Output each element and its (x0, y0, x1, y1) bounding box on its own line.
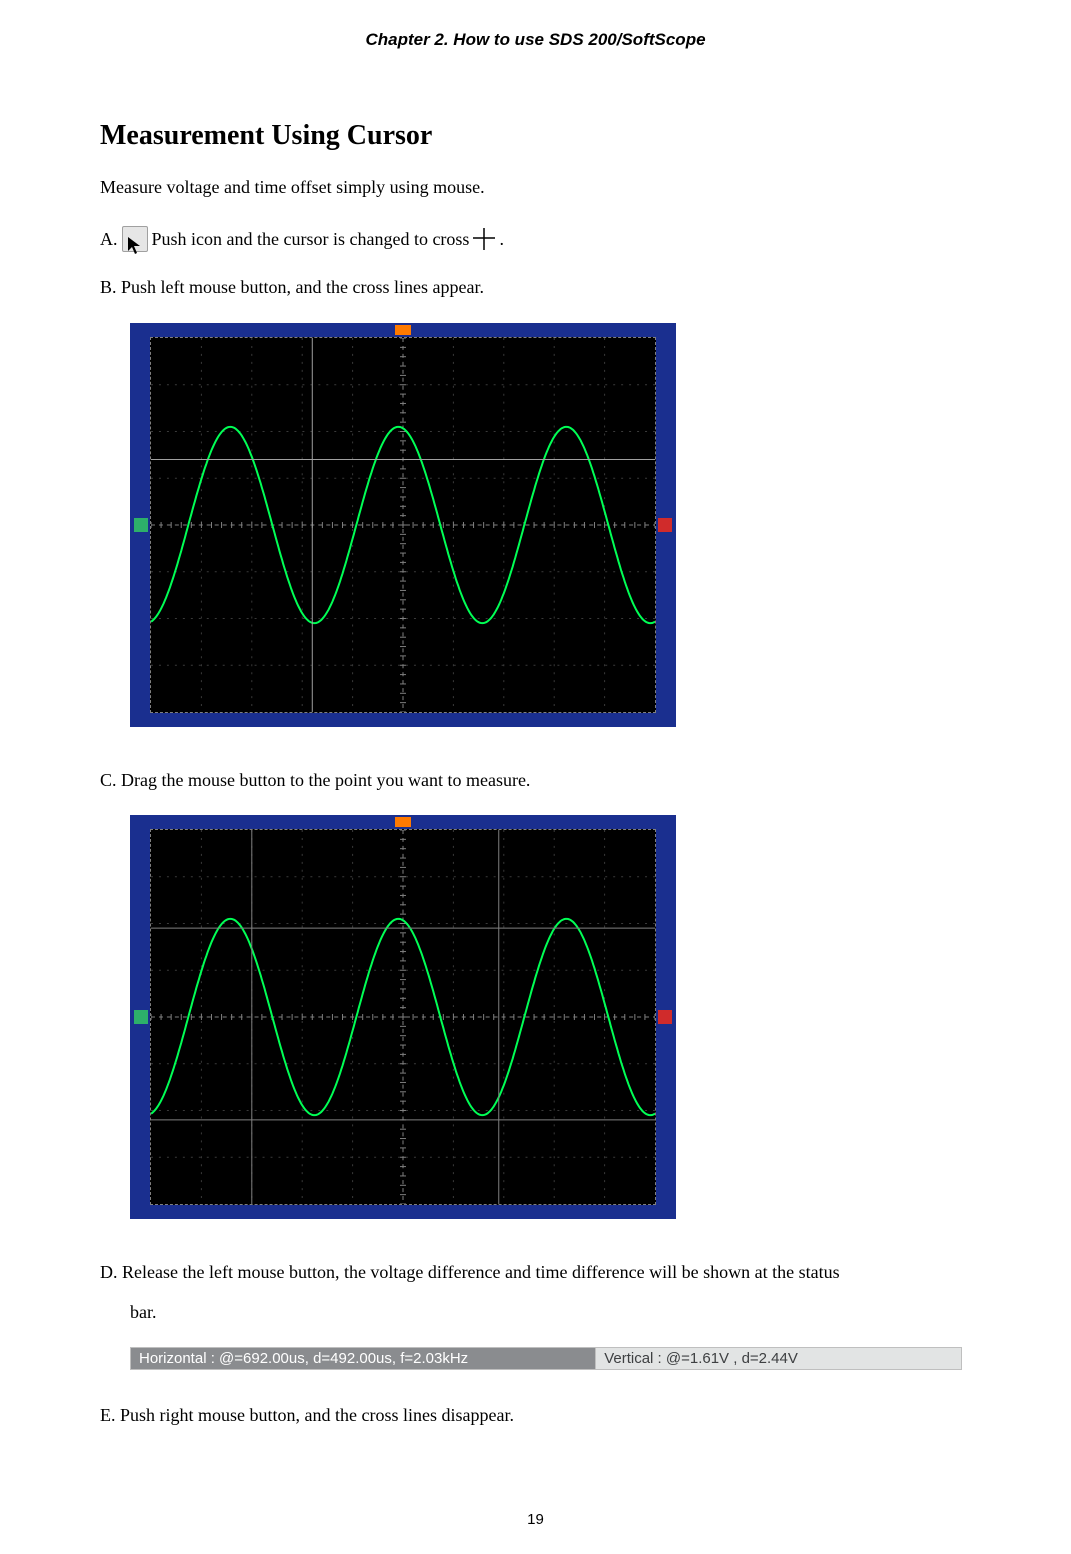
scope1-display (150, 337, 656, 713)
channel-marker-left-icon (134, 1010, 148, 1024)
trigger-marker-top-icon (395, 325, 411, 335)
scope2-display (150, 829, 656, 1205)
status-vertical: Vertical : @=1.61V , d=2.44V (596, 1348, 961, 1369)
status-horizontal: Horizontal : @=692.00us, d=492.00us, f=2… (131, 1348, 596, 1369)
cross-cursor-icon (469, 226, 499, 252)
chapter-header: Chapter 2. How to use SDS 200/SoftScope (100, 30, 971, 50)
step-a: A. Push icon and the cursor is changed t… (100, 222, 971, 256)
step-a-text-1: Push icon and the cursor is changed to c… (152, 222, 470, 256)
step-c: C. Drag the mouse button to the point yo… (100, 763, 971, 797)
step-b: B. Push left mouse button, and the cross… (100, 270, 971, 304)
page-number: 19 (0, 1511, 1071, 1528)
trigger-marker-right-icon (658, 518, 672, 532)
section-title: Measurement Using Cursor (100, 120, 971, 152)
step-a-text-2: . (499, 222, 504, 256)
cursor-tool-icon (122, 226, 148, 252)
step-d: D. Release the left mouse button, the vo… (100, 1255, 971, 1289)
oscilloscope-figure-1 (130, 323, 971, 727)
trigger-marker-right-icon (658, 1010, 672, 1024)
step-e: E. Push right mouse button, and the cros… (100, 1398, 971, 1432)
channel-marker-left-icon (134, 518, 148, 532)
oscilloscope-figure-2 (130, 815, 971, 1219)
step-d-cont: bar. (130, 1295, 971, 1329)
intro-text: Measure voltage and time offset simply u… (100, 170, 971, 204)
step-a-prefix: A. (100, 222, 118, 256)
status-bar: Horizontal : @=692.00us, d=492.00us, f=2… (130, 1347, 962, 1370)
trigger-marker-top-icon (395, 817, 411, 827)
